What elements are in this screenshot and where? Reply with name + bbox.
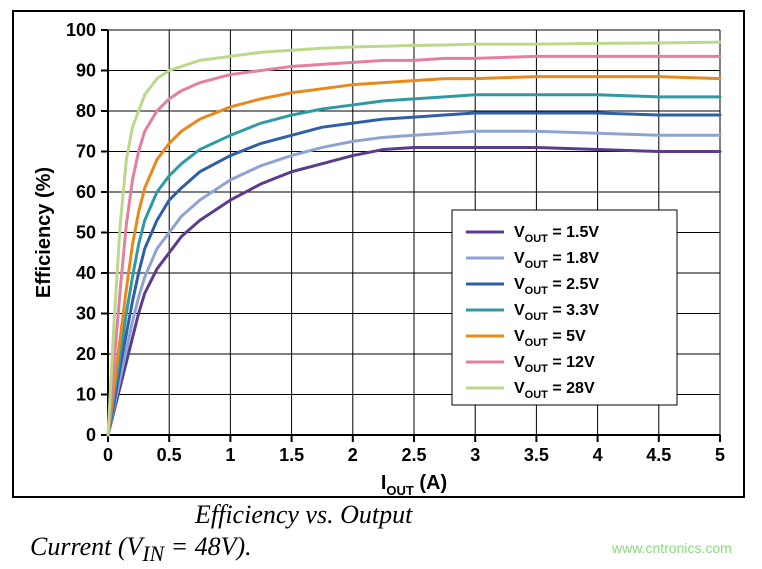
x-tick-label: 3.5 bbox=[524, 445, 549, 465]
watermark-text: www.cntronics.com bbox=[612, 540, 732, 556]
x-tick-label: 2 bbox=[348, 445, 358, 465]
y-tick-label: 0 bbox=[86, 425, 96, 445]
chart-caption-line1: Efficiency vs. Output bbox=[195, 500, 412, 530]
x-tick-label: 4.5 bbox=[646, 445, 671, 465]
x-tick-label: 4 bbox=[593, 445, 603, 465]
x-tick-label: 0.5 bbox=[157, 445, 182, 465]
y-tick-label: 10 bbox=[76, 385, 96, 405]
y-tick-label: 20 bbox=[76, 344, 96, 364]
y-tick-label: 40 bbox=[76, 263, 96, 283]
x-tick-label: 5 bbox=[715, 445, 725, 465]
caption-line1-text: Efficiency vs. Output bbox=[195, 500, 412, 529]
caption-line2-prefix: Current (V bbox=[30, 532, 142, 561]
y-tick-label: 30 bbox=[76, 304, 96, 324]
y-tick-label: 70 bbox=[76, 142, 96, 162]
y-tick-label: 50 bbox=[76, 223, 96, 243]
x-tick-label: 3 bbox=[470, 445, 480, 465]
y-tick-label: 60 bbox=[76, 182, 96, 202]
x-tick-label: 0 bbox=[103, 445, 113, 465]
x-axis-label: IOUT (A) bbox=[381, 472, 447, 498]
x-tick-label: 1.5 bbox=[279, 445, 304, 465]
y-tick-label: 100 bbox=[66, 20, 96, 40]
chart-caption-line2: Current (VIN = 48V). bbox=[30, 532, 252, 567]
y-axis-label: Efficiency (%) bbox=[33, 167, 55, 298]
x-tick-label: 1 bbox=[225, 445, 235, 465]
efficiency-chart: 00.511.522.533.544.550102030405060708090… bbox=[0, 0, 762, 500]
x-tick-label: 2.5 bbox=[401, 445, 426, 465]
y-tick-label: 90 bbox=[76, 61, 96, 81]
y-tick-label: 80 bbox=[76, 101, 96, 121]
caption-line2-sub: IN bbox=[142, 542, 164, 566]
caption-line2-suffix: = 48V). bbox=[164, 532, 252, 561]
